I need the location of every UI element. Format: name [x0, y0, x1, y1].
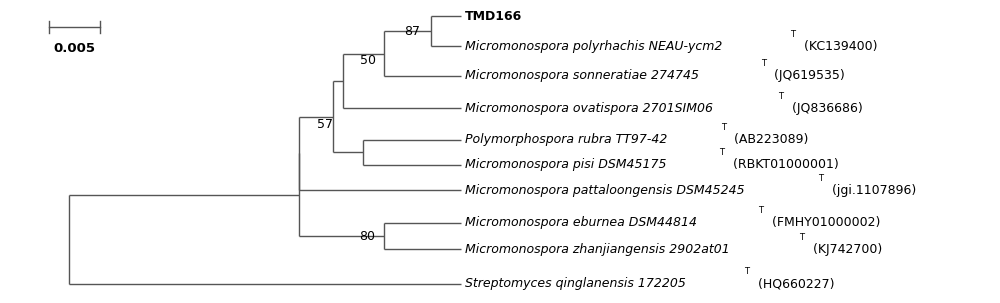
- Text: T: T: [761, 59, 766, 68]
- Text: T: T: [721, 123, 726, 132]
- Text: 0.005: 0.005: [54, 42, 96, 55]
- Text: (jgi.1107896): (jgi.1107896): [828, 184, 916, 197]
- Text: T: T: [744, 267, 749, 276]
- Text: T: T: [818, 174, 823, 183]
- Text: (KJ742700): (KJ742700): [809, 243, 883, 256]
- Text: (JQ619535): (JQ619535): [770, 69, 845, 82]
- Text: T: T: [800, 233, 805, 242]
- Text: (AB223089): (AB223089): [730, 133, 809, 146]
- Text: Micromonospora sonneratiae 274745: Micromonospora sonneratiae 274745: [465, 69, 699, 82]
- Text: 50: 50: [360, 55, 376, 68]
- Text: Micromonospora eburnea DSM44814: Micromonospora eburnea DSM44814: [465, 216, 697, 229]
- Text: Streptomyces qinglanensis 172205: Streptomyces qinglanensis 172205: [465, 277, 686, 290]
- Text: Micromonospora ovatispora 2701SIM06: Micromonospora ovatispora 2701SIM06: [465, 102, 713, 115]
- Text: T: T: [778, 92, 783, 101]
- Text: Micromonospora zhanjiangensis 2902at01: Micromonospora zhanjiangensis 2902at01: [465, 243, 729, 256]
- Text: (RBKT01000001): (RBKT01000001): [729, 158, 839, 171]
- Text: TMD166: TMD166: [465, 10, 522, 23]
- Text: (KC139400): (KC139400): [800, 40, 877, 53]
- Text: (FMHY01000002): (FMHY01000002): [768, 216, 880, 229]
- Text: Micromonospora pattaloongensis DSM45245: Micromonospora pattaloongensis DSM45245: [465, 184, 744, 197]
- Text: T: T: [758, 206, 763, 215]
- Text: Polymorphospora rubra TT97-42: Polymorphospora rubra TT97-42: [465, 133, 667, 146]
- Text: (HQ660227): (HQ660227): [754, 277, 834, 290]
- Text: (JQ836686): (JQ836686): [788, 102, 863, 115]
- Text: 80: 80: [360, 230, 376, 243]
- Text: 87: 87: [404, 25, 420, 38]
- Text: T: T: [790, 30, 795, 39]
- Text: 57: 57: [317, 118, 333, 131]
- Text: T: T: [720, 148, 725, 158]
- Text: Micromonospora polyrhachis NEAU-ycm2: Micromonospora polyrhachis NEAU-ycm2: [465, 40, 722, 53]
- Text: Micromonospora pisi DSM45175: Micromonospora pisi DSM45175: [465, 158, 666, 171]
